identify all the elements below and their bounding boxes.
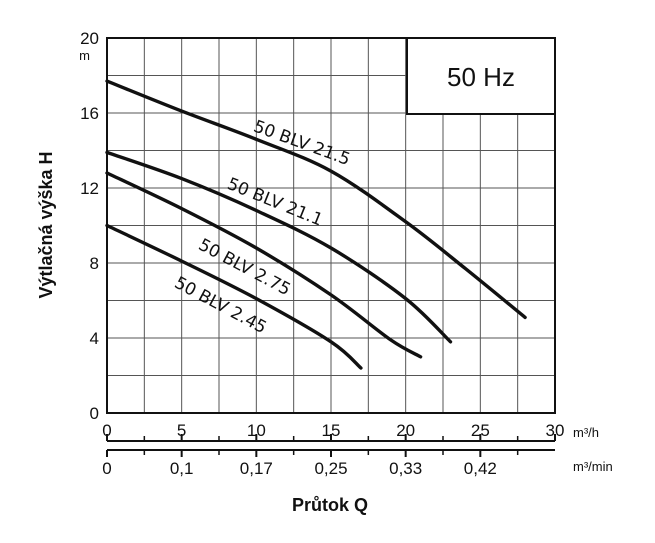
y-tick-label: 12 <box>80 179 99 198</box>
curves <box>105 79 527 370</box>
x-axis-title: Průtok Q <box>292 495 368 515</box>
x2-tick-label: 0,25 <box>314 459 347 478</box>
x-tick-label: 15 <box>322 421 341 440</box>
x-tick-label: 10 <box>247 421 266 440</box>
x-tick-label: 20 <box>396 421 415 440</box>
x-tick-label: 25 <box>471 421 490 440</box>
x2-tick-label: 0 <box>102 459 111 478</box>
frequency-badge-box <box>406 37 556 115</box>
x-tick-label: 30 <box>546 421 565 440</box>
y-unit-label: m <box>79 48 90 63</box>
y-tick-label: 20 <box>80 29 99 48</box>
frequency-badge: 50 Hz <box>406 37 556 115</box>
y-tick-labels: 0 4 8 12 16 20 <box>80 29 99 423</box>
x2-tick-label: 0,33 <box>389 459 422 478</box>
y-tick-label: 4 <box>90 329 99 348</box>
x-unit-primary-label: m³/h <box>573 425 599 440</box>
x2-tick-label: 0,17 <box>240 459 273 478</box>
frequency-badge-text: 50 Hz <box>447 62 515 92</box>
curve-series-3 <box>105 223 363 370</box>
y-tick-label: 8 <box>90 254 99 273</box>
x-axis-secondary: 0 0,1 0,17 0,25 0,33 0,42 <box>102 449 555 478</box>
curve-series-2 <box>105 171 423 359</box>
x-axis-primary: 0 5 10 15 20 25 30 <box>102 421 565 442</box>
y-tick-label: 0 <box>90 404 99 423</box>
x2-tick-label: 0,1 <box>170 459 194 478</box>
y-tick-label: 16 <box>80 104 99 123</box>
x2-tick-label: 0,42 <box>464 459 497 478</box>
y-axis-title: Výtlačná výška H <box>36 151 56 298</box>
curve-series-0 <box>105 79 527 320</box>
x-tick-label: 0 <box>102 421 111 440</box>
curve-series-1 <box>105 150 453 344</box>
x-tick-label: 5 <box>177 421 186 440</box>
x-unit-secondary-label: m³/min <box>573 459 613 474</box>
